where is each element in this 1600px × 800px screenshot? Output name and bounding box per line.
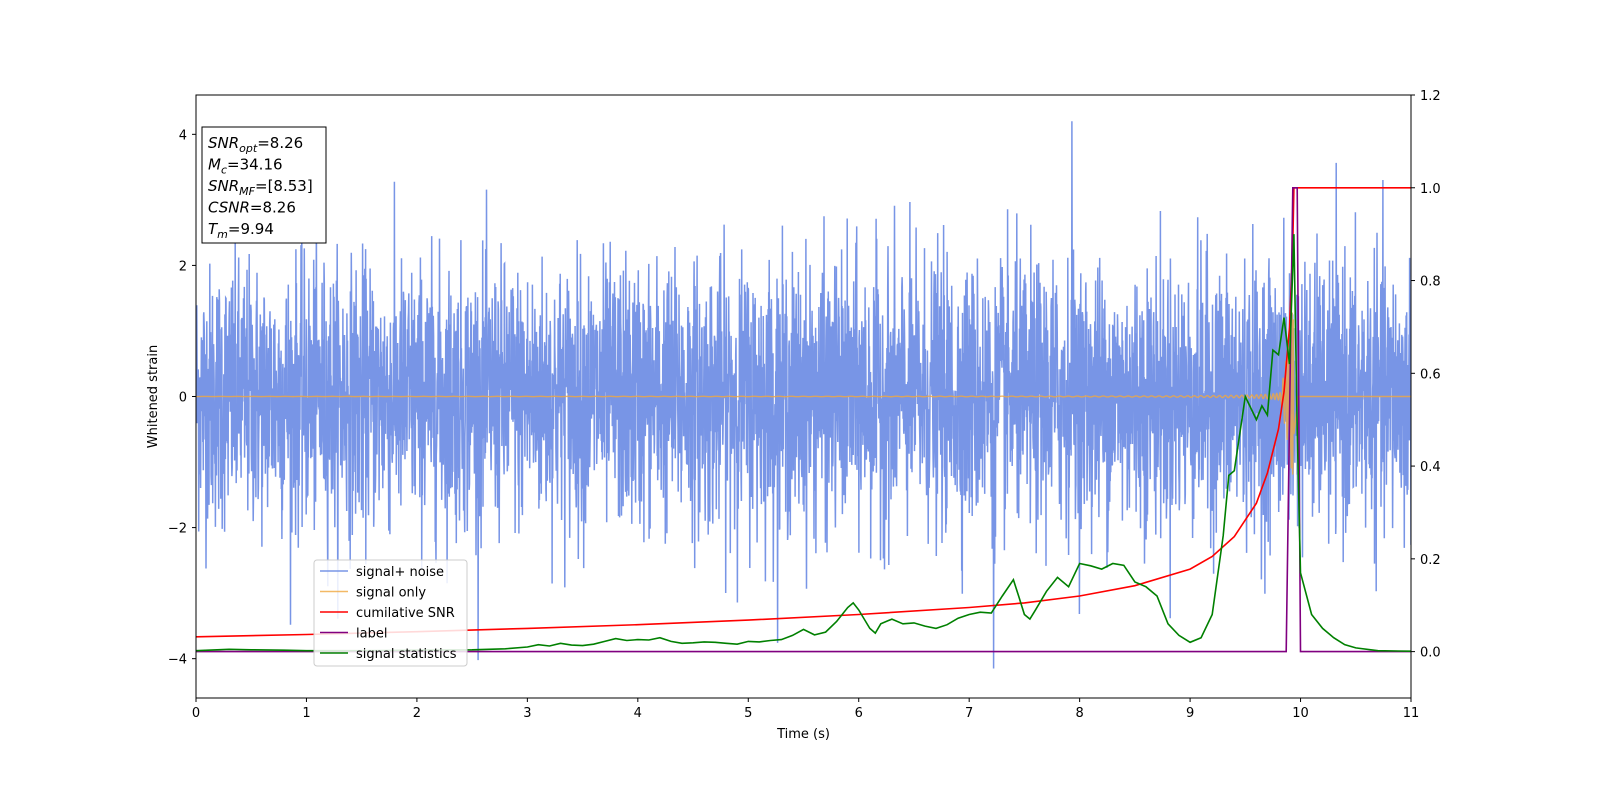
legend-label: signal+ noise xyxy=(356,565,444,580)
series-line-cumilative-snr xyxy=(196,187,1411,638)
annotation-symbol: SNR xyxy=(208,177,239,195)
annotation-line: Mc=34.16 xyxy=(208,156,283,177)
y-right-tick-label: 1.2 xyxy=(1420,89,1441,104)
y-right-tick-label: 0.2 xyxy=(1420,553,1441,568)
series-line-signal-statistics xyxy=(196,234,1411,652)
annotation-line: Tm=9.94 xyxy=(208,220,274,241)
x-tick-label: 8 xyxy=(1075,706,1083,721)
annotation-subscript: opt xyxy=(239,142,258,155)
plot-area xyxy=(196,121,1411,669)
annotation-value: =[8.53] xyxy=(255,177,313,195)
y-tick-label: 4 xyxy=(179,128,187,143)
legend-frame xyxy=(313,559,468,667)
annotation-frame xyxy=(201,126,327,244)
x-tick-label: 11 xyxy=(1403,706,1420,721)
x-tick-label: 0 xyxy=(192,706,200,721)
x-tick-label: 6 xyxy=(855,706,863,721)
x-tick-label: 3 xyxy=(523,706,531,721)
annotation-subscript: m xyxy=(217,228,228,241)
legend-label: signal statistics xyxy=(356,647,457,662)
x-tick-label: 9 xyxy=(1186,706,1194,721)
y-right-tick-label: 0.4 xyxy=(1420,460,1441,475)
annotation-box: SNRopt=8.26Mc=34.16SNRMF=[8.53]CSNR=8.26… xyxy=(201,126,327,244)
x-tick-label: 4 xyxy=(634,706,642,721)
legend-label: signal only xyxy=(356,586,426,601)
annotation-symbol: SNR xyxy=(208,134,239,152)
x-axis-title: Time (s) xyxy=(776,727,830,742)
y-tick-label: −4 xyxy=(168,653,187,668)
annotation-subscript: c xyxy=(221,164,227,177)
series-line-label xyxy=(196,187,1411,653)
legend-label: label xyxy=(356,627,387,642)
y-right-tick-label: 0.8 xyxy=(1420,275,1441,290)
x-tick-label: 5 xyxy=(744,706,752,721)
annotation-value: =34.16 xyxy=(227,156,283,174)
y-right-tick-label: 1.0 xyxy=(1420,182,1441,197)
y-axis-right: 0.0 0.2 0.4 0.6 0.8 1.0 1.2 xyxy=(1411,89,1441,661)
y-axis-left: −4 −2 0 2 4 xyxy=(168,128,196,668)
annotation-subscript: MF xyxy=(239,185,255,198)
annotation-symbol: CSNR xyxy=(208,199,250,217)
annotation-value: =8.26 xyxy=(257,134,303,152)
y-tick-label: 2 xyxy=(179,259,187,274)
y-right-tick-label: 0.6 xyxy=(1420,367,1441,382)
legend-label: cumilative SNR xyxy=(356,606,455,621)
x-axis: 0 1 2 3 4 5 6 7 8 9 10 11 xyxy=(192,698,1419,721)
y-tick-label: −2 xyxy=(168,522,187,537)
series-line-signal-noise xyxy=(196,121,1411,669)
annotation-line: CSNR=8.26 xyxy=(208,199,296,217)
y-axis-title: Whitened strain xyxy=(146,345,161,448)
annotation-symbol: M xyxy=(208,156,221,174)
annotation-value: =9.94 xyxy=(228,220,274,238)
series-line-signal-only xyxy=(196,312,1411,475)
annotation-symbol: T xyxy=(208,220,219,238)
x-tick-label: 7 xyxy=(965,706,973,721)
y-tick-label: 0 xyxy=(179,391,187,406)
x-tick-label: 10 xyxy=(1292,706,1309,721)
x-tick-label: 2 xyxy=(413,706,421,721)
annotation-value: =8.26 xyxy=(250,199,296,217)
x-tick-label: 1 xyxy=(302,706,310,721)
y-right-tick-label: 0.0 xyxy=(1420,646,1441,661)
annotation-line: SNRMF=[8.53] xyxy=(208,177,313,198)
legend: signal+ noise signal only cumilative SNR la… xyxy=(313,559,468,667)
annotation-line: SNRopt=8.26 xyxy=(208,134,303,155)
